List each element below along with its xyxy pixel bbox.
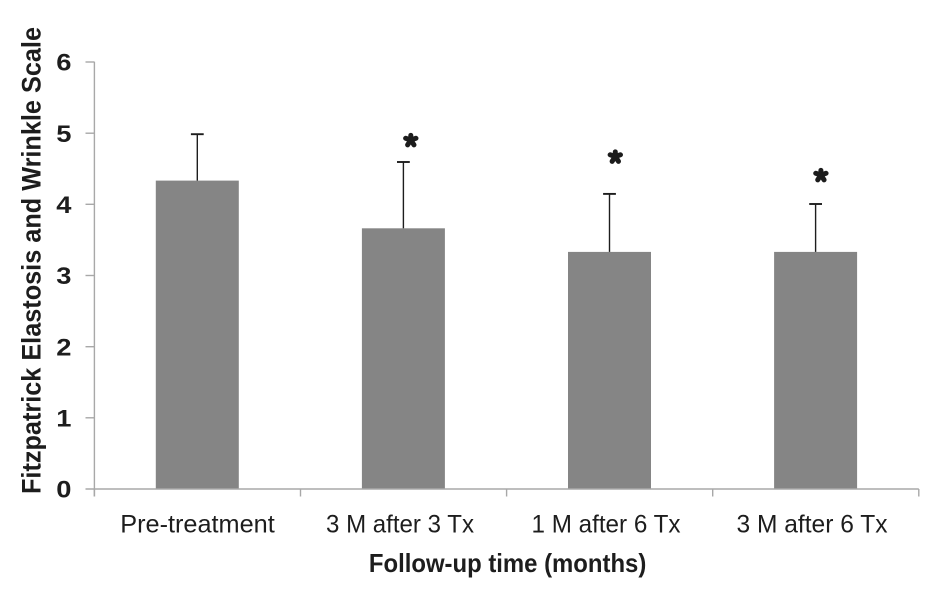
svg-text:1 M after 6 Tx: 1 M after 6 Tx xyxy=(532,511,681,539)
svg-text:6: 6 xyxy=(56,50,71,77)
svg-text:3 M after 6 Tx: 3 M after 6 Tx xyxy=(737,511,888,539)
svg-text:3 M after 3 Tx: 3 M after 3 Tx xyxy=(326,511,474,539)
svg-text:3: 3 xyxy=(56,263,71,290)
svg-text:2: 2 xyxy=(56,334,71,361)
svg-text:Fitzpatrick Elastosis and Wrin: Fitzpatrick Elastosis and Wrinkle Scale xyxy=(17,27,47,494)
svg-text:5: 5 xyxy=(56,121,71,148)
svg-text:0: 0 xyxy=(56,477,71,504)
svg-text:Pre-treatment: Pre-treatment xyxy=(120,511,275,539)
svg-text:Follow-up time (months): Follow-up time (months) xyxy=(369,548,646,578)
svg-text:1: 1 xyxy=(56,405,71,432)
svg-text:4: 4 xyxy=(56,192,72,219)
